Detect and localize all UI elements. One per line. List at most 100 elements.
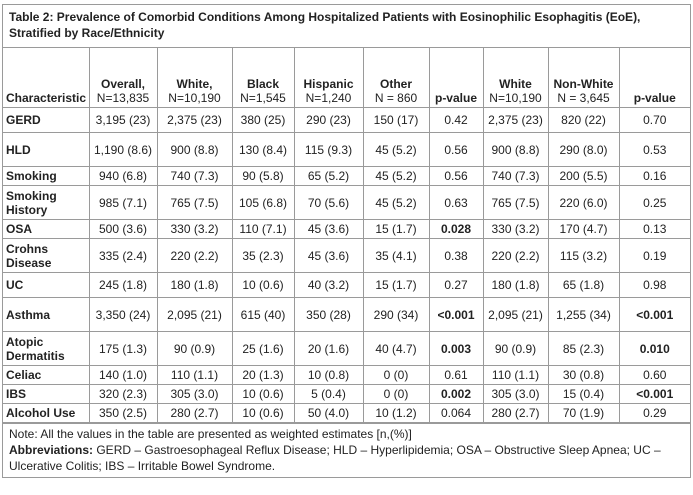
value-cell: 2,095 (21) [156, 297, 233, 332]
value-cell: 320 (2.3) [88, 384, 158, 404]
p-value-cell: 0.028 [428, 219, 484, 239]
value-cell: 380 (25) [231, 107, 295, 133]
header-name: p-value [633, 91, 676, 105]
p-value-cell: 0.63 [428, 185, 484, 220]
value-cell: 290 (34) [362, 297, 430, 332]
value-cell: 20 (1.3) [231, 365, 295, 385]
row-label: IBS [3, 384, 90, 404]
value-cell: 35 (2.3) [231, 238, 295, 273]
table-row: Asthma 3,350 (24) 2,095 (21) 615 (40) 350 (2… [3, 297, 690, 332]
value-cell: 900 (8.8) [156, 132, 233, 167]
value-cell: 25 (1.6) [231, 331, 295, 366]
p-value-cell: 0.56 [428, 166, 484, 186]
value-cell: 150 (17) [362, 107, 430, 133]
value-cell: 740 (7.3) [482, 166, 549, 186]
column-header-7: White N=10,190 [482, 48, 549, 108]
value-cell: 10 (0.6) [231, 384, 295, 404]
value-cell: 175 (1.3) [88, 331, 158, 366]
row-label: Asthma [3, 297, 90, 332]
row-label: Smoking [3, 166, 90, 186]
value-cell: 15 (1.7) [362, 219, 430, 239]
header-n: N = 860 [374, 91, 418, 105]
p-value-cell: 0.70 [618, 107, 690, 133]
value-cell: 10 (1.2) [362, 403, 430, 423]
value-cell: 305 (3.0) [156, 384, 233, 404]
abbreviations-label: Abbreviations: [9, 443, 94, 457]
value-cell: 15 (1.7) [362, 272, 430, 298]
p-value-cell: 0.27 [428, 272, 484, 298]
p-value-cell: 0.064 [428, 403, 484, 423]
table-row: Celiac 140 (1.0) 110 (1.1) 20 (1.3) 10 (0.8)… [3, 365, 690, 385]
comorbidity-table: Characteristic Overall, N=13,835 White, N=10… [3, 48, 690, 423]
p-value-cell: 0.29 [618, 403, 690, 423]
value-cell: 820 (22) [547, 107, 620, 133]
p-value-cell: <0.001 [618, 297, 690, 332]
header-n: N=1,545 [240, 91, 286, 105]
p-value-cell: 0.19 [618, 238, 690, 273]
value-cell: 30 (0.8) [547, 365, 620, 385]
value-cell: 105 (6.8) [231, 185, 295, 220]
value-cell: 765 (7.5) [482, 185, 549, 220]
value-cell: 10 (0.8) [293, 365, 364, 385]
value-cell: 220 (2.2) [482, 238, 549, 273]
value-cell: 1,255 (34) [547, 297, 620, 332]
column-header-9: p-value [618, 48, 690, 108]
table-caption: Table 2: Prevalence of Comorbid Conditio… [3, 5, 690, 48]
value-cell: 90 (0.9) [482, 331, 549, 366]
value-cell: 90 (0.9) [156, 331, 233, 366]
value-cell: 70 (5.6) [293, 185, 364, 220]
row-label: UC [3, 272, 90, 298]
p-value-cell: 0.61 [428, 365, 484, 385]
value-cell: 330 (3.2) [156, 219, 233, 239]
p-value-cell: 0.16 [618, 166, 690, 186]
note-line: Note: All the values in the table are pr… [9, 427, 412, 441]
value-cell: 350 (28) [293, 297, 364, 332]
value-cell: 110 (7.1) [231, 219, 295, 239]
value-cell: 45 (5.2) [362, 132, 430, 167]
header-name: White [499, 77, 532, 91]
table-body: GERD 3,195 (23) 2,375 (23) 380 (25) 290 (23)… [3, 107, 690, 423]
value-cell: 45 (3.6) [293, 219, 364, 239]
header-name: Hispanic [303, 77, 354, 91]
value-cell: 70 (1.9) [547, 403, 620, 423]
value-cell: 90 (5.8) [231, 166, 295, 186]
value-cell: 50 (4.0) [293, 403, 364, 423]
p-value-cell: 0.56 [428, 132, 484, 167]
row-label: GERD [3, 107, 90, 133]
value-cell: 350 (2.5) [88, 403, 158, 423]
value-cell: 290 (8.0) [547, 132, 620, 167]
value-cell: 280 (2.7) [156, 403, 233, 423]
value-cell: 245 (1.8) [88, 272, 158, 298]
value-cell: 615 (40) [231, 297, 295, 332]
column-header-2: White, N=10,190 [156, 48, 233, 108]
column-header-5: Other N = 860 [362, 48, 430, 108]
table-row: Smoking 940 (6.8) 740 (7.3) 90 (5.8) 65 (5.2… [3, 166, 690, 186]
value-cell: 0 (0) [362, 365, 430, 385]
value-cell: 40 (3.2) [293, 272, 364, 298]
table-row: Smoking History 985 (7.1) 765 (7.5) 105 (6.… [3, 185, 690, 220]
header-name: Overall, [100, 77, 146, 91]
table-row: GERD 3,195 (23) 2,375 (23) 380 (25) 290 (23)… [3, 107, 690, 133]
header-n: N=13,835 [96, 91, 150, 105]
value-cell: 305 (3.0) [482, 384, 549, 404]
header-n: N = 3,645 [557, 91, 610, 105]
value-cell: 330 (3.2) [482, 219, 549, 239]
header-name: Other [379, 77, 412, 91]
p-value-cell: 0.38 [428, 238, 484, 273]
column-header-3: Black N=1,545 [231, 48, 295, 108]
table-row: Alcohol Use 350 (2.5) 280 (2.7) 10 (0.6) 50 … [3, 403, 690, 423]
value-cell: 180 (1.8) [482, 272, 549, 298]
value-cell: 140 (1.0) [88, 365, 158, 385]
column-header-6: p-value [428, 48, 484, 108]
table-notes: Note: All the values in the table are pr… [3, 423, 690, 477]
table-row: Crohns Disease 335 (2.4) 220 (2.2) 35 (2.3)… [3, 238, 690, 273]
header-name: Black [246, 77, 280, 91]
value-cell: 65 (5.2) [293, 166, 364, 186]
row-label: Atopic Dermatitis [3, 331, 90, 366]
header-n: N=1,240 [305, 91, 352, 105]
value-cell: 10 (0.6) [231, 272, 295, 298]
table-row: UC 245 (1.8) 180 (1.8) 10 (0.6) 40 (3.2) 15 (… [3, 272, 690, 298]
value-cell: 220 (6.0) [547, 185, 620, 220]
value-cell: 15 (0.4) [547, 384, 620, 404]
value-cell: 3,350 (24) [88, 297, 158, 332]
